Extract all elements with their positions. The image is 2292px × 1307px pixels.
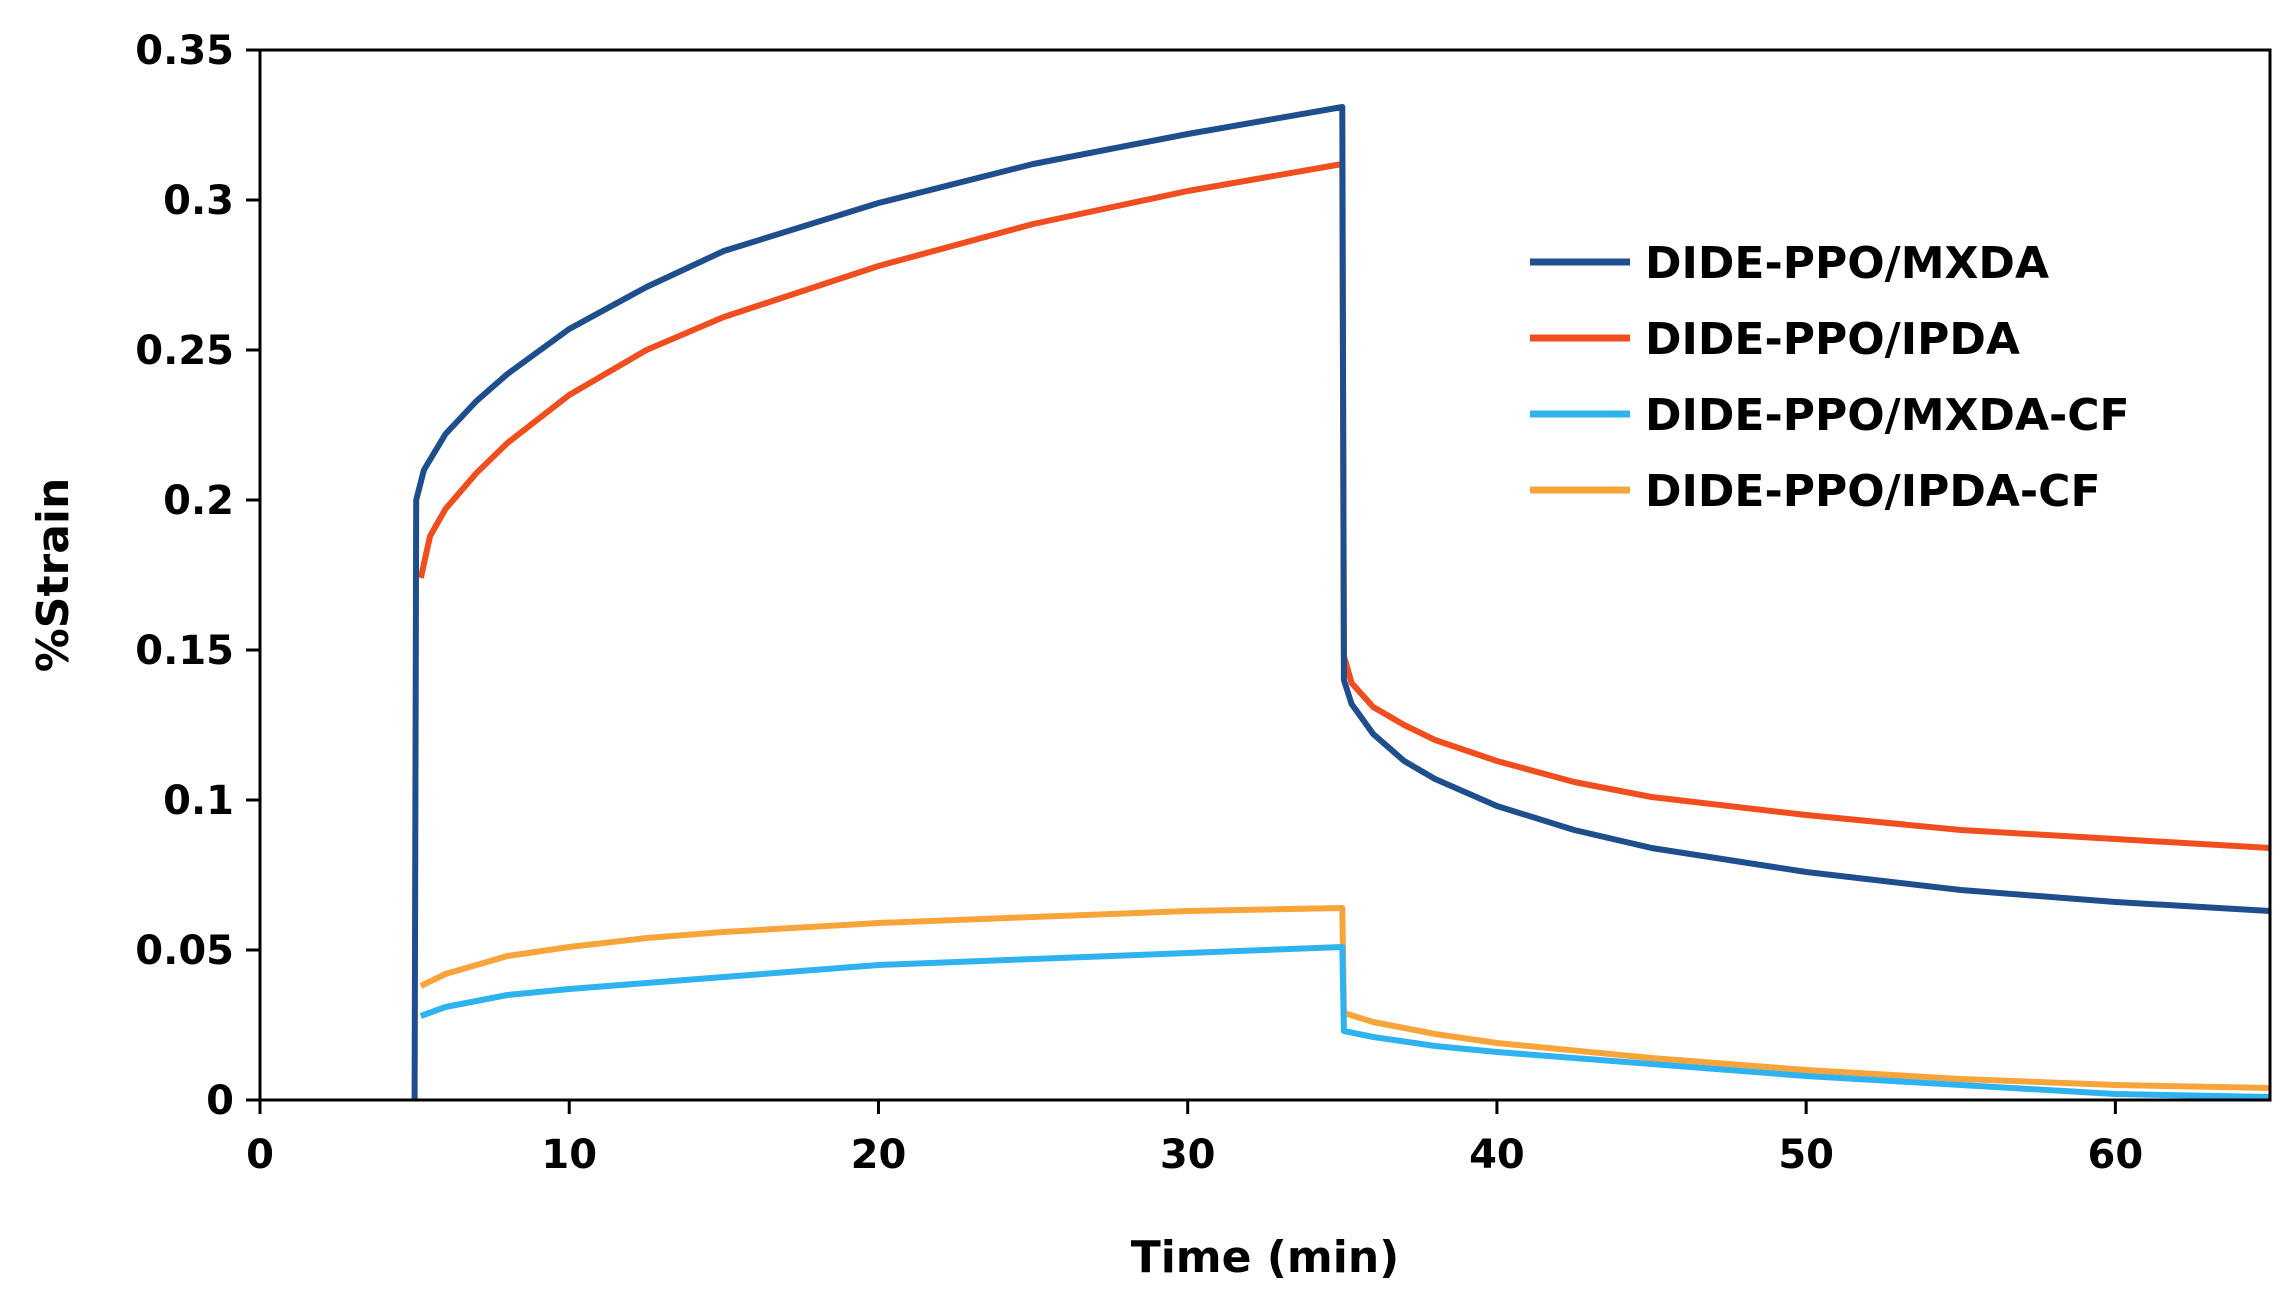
y-tick-label: 0.25 bbox=[135, 328, 234, 374]
series-line-1 bbox=[411, 104, 2271, 1101]
x-tick-label: 10 bbox=[541, 1132, 597, 1178]
y-tick-label: 0.35 bbox=[135, 28, 234, 74]
ticks-layer: 0 10 20 30 40 50 60 0 0.05 0.1 0.15 0.2 0.25 0.3 0.35 bbox=[135, 28, 2143, 1178]
legend-label: DIDE-PPO/IPDA-CF bbox=[1645, 466, 2101, 517]
legend: DIDE-PPO/MXDA DIDE-PPO/IPDA DIDE-PPO/MXDA-… bbox=[1530, 238, 2130, 517]
x-tick-label: 50 bbox=[1778, 1132, 1834, 1178]
y-tick-label: 0.1 bbox=[163, 778, 234, 824]
x-tick-label: 20 bbox=[851, 1132, 907, 1178]
x-tick-label: 60 bbox=[2088, 1132, 2144, 1178]
x-tick-label: 30 bbox=[1160, 1132, 1216, 1178]
y-tick-label: 0.15 bbox=[135, 628, 234, 674]
x-tick-label: 0 bbox=[246, 1132, 274, 1178]
y-tick-label: 0.05 bbox=[135, 928, 234, 974]
x-axis-title: Time (min) bbox=[1131, 1232, 1400, 1283]
legend-label: DIDE-PPO/MXDA-CF bbox=[1645, 390, 2130, 441]
legend-label: DIDE-PPO/IPDA bbox=[1645, 314, 2020, 365]
series-line-4 bbox=[419, 905, 2271, 1091]
y-tick-label: 0.3 bbox=[163, 178, 234, 224]
y-tick-label: 0 bbox=[206, 1078, 234, 1124]
y-tick-label: 0.2 bbox=[163, 478, 234, 524]
x-tick-label: 40 bbox=[1469, 1132, 1525, 1178]
y-axis-title: %Strain bbox=[28, 478, 79, 673]
legend-label: DIDE-PPO/MXDA bbox=[1645, 238, 2049, 289]
series-layer bbox=[411, 104, 2271, 1101]
series-line-3 bbox=[419, 944, 2271, 1100]
plot-area-frame bbox=[258, 48, 2272, 1102]
